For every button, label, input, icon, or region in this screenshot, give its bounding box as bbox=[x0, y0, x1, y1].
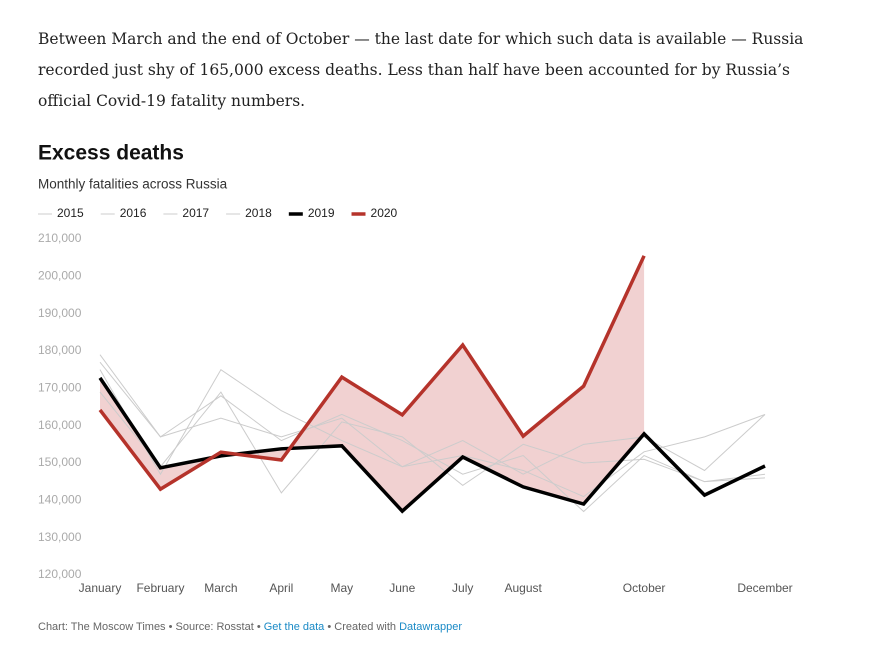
footer: Chart: The Moscow Times • Source: Rossta… bbox=[38, 621, 462, 633]
x-tick-label: January bbox=[79, 581, 122, 595]
y-tick-label: 160,000 bbox=[38, 418, 82, 432]
intro-text: Between March and the end of October — t… bbox=[38, 30, 804, 110]
legend-label: 2018 bbox=[245, 206, 272, 220]
legend-label: 2020 bbox=[371, 206, 398, 220]
excess-area bbox=[100, 255, 645, 512]
x-tick-label: July bbox=[452, 581, 473, 595]
chart-title: Excess deaths bbox=[38, 142, 184, 165]
y-tick-label: 180,000 bbox=[38, 343, 82, 357]
y-tick-label: 170,000 bbox=[38, 381, 82, 395]
y-tick-label: 140,000 bbox=[38, 493, 82, 507]
chart-subtitle: Monthly fatalities across Russia bbox=[38, 177, 228, 192]
y-tick-label: 130,000 bbox=[38, 530, 82, 544]
legend-label: 2016 bbox=[120, 206, 147, 220]
series-line bbox=[99, 391, 766, 494]
x-tick-label: April bbox=[269, 581, 293, 595]
x-tick-label: May bbox=[330, 581, 353, 595]
legend-label: 2017 bbox=[182, 206, 209, 220]
x-tick-label: August bbox=[505, 581, 543, 595]
legend-label: 2015 bbox=[57, 206, 84, 220]
footer-credit: Chart: The Moscow Times • Source: Rossta… bbox=[38, 621, 261, 633]
y-tick-label: 150,000 bbox=[38, 455, 82, 469]
series-line bbox=[98, 255, 646, 492]
footer-created: • Created with bbox=[327, 621, 396, 633]
y-tick-label: 120,000 bbox=[38, 567, 82, 581]
y-tick-label: 210,000 bbox=[38, 231, 82, 245]
y-tick-label: 190,000 bbox=[38, 306, 82, 320]
x-tick-label: October bbox=[623, 581, 666, 595]
data-link[interactable]: Get the data bbox=[264, 621, 325, 633]
x-tick-label: December bbox=[737, 581, 792, 595]
x-tick-label: June bbox=[389, 581, 415, 595]
y-tick-label: 200,000 bbox=[38, 269, 82, 283]
x-tick-label: March bbox=[204, 581, 237, 595]
series-line bbox=[99, 354, 766, 513]
x-tick-label: February bbox=[136, 581, 184, 595]
legend-label: 2019 bbox=[308, 206, 335, 220]
tool-link[interactable]: Datawrapper bbox=[399, 621, 462, 633]
